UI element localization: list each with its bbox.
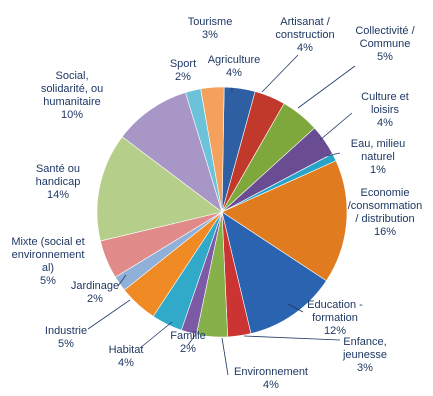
slice-name-line: Environnement xyxy=(234,366,308,378)
slice-name-line: Sport xyxy=(170,58,196,70)
slice-label-education-formation: Education -formation 12% xyxy=(307,299,363,337)
slice-label-culture-et-loisirs: Culture et loisirs 4% xyxy=(361,91,409,129)
leader-line-education-formation xyxy=(287,303,304,313)
slice-value-label: 2% xyxy=(180,343,196,355)
leader-line-famille xyxy=(187,333,197,346)
pie-slice-education-formation xyxy=(221,211,327,334)
slice-name-line: Mixte (social et xyxy=(11,236,84,248)
slice-label-collectivite-commune: Collectivité / Commune 5% xyxy=(355,25,415,63)
slice-name-line: Commune xyxy=(360,38,411,50)
slice-label-agriculture: Agriculture 4% xyxy=(208,54,261,79)
slice-name-line: Social, xyxy=(55,70,88,82)
slice-label-industrie: Industrie 5% xyxy=(45,325,87,350)
leader-line-eau-milieu-naturel xyxy=(325,152,341,157)
pie-slice-economie-consommation-distribution xyxy=(221,160,348,282)
slice-name-line: humanitaire xyxy=(43,96,100,108)
slice-value-label: 4% xyxy=(297,42,313,54)
slice-label-enfance-jeunesse: Enfance, jeunesse 3% xyxy=(342,336,387,374)
slice-name-line: Famille xyxy=(170,330,205,342)
slice-value-label: 2% xyxy=(175,71,191,83)
slice-name-line: Education - xyxy=(307,299,363,311)
slice-name-line: /consommation xyxy=(348,200,423,212)
slice-label-sante-ou-handicap: Santé ou handicap 14% xyxy=(36,163,81,201)
slice-name-line: formation xyxy=(312,312,358,324)
slice-label-environnement: Environnement 4% xyxy=(234,366,308,391)
slice-name-line: handicap xyxy=(36,176,81,188)
leader-line-enfance-jeunesse xyxy=(243,335,341,341)
slice-label-economie-consommation-distribution: Economie/consommation / distribution 16% xyxy=(348,187,423,238)
slice-label-artisanat-construction: Artisanat / construction 4% xyxy=(275,16,334,54)
slice-name-line: Eau, milieu xyxy=(351,138,405,150)
slice-label-tourisme: Tourisme 3% xyxy=(188,16,233,41)
pie-slice-tourisme xyxy=(200,86,225,213)
slice-name-line: Artisanat / xyxy=(280,16,330,28)
leader-line-artisanat-construction xyxy=(261,54,299,93)
slice-value-label: 5% xyxy=(40,275,56,287)
slice-value-label: 5% xyxy=(377,51,393,63)
slice-value-label: 5% xyxy=(58,338,74,350)
slice-value-label: 3% xyxy=(202,29,218,41)
slice-value-label: 2% xyxy=(87,293,103,305)
leader-line-culture-et-loisirs xyxy=(319,112,353,141)
slice-value-label: 12% xyxy=(324,325,346,337)
slice-value-label: 16% xyxy=(374,226,396,238)
slice-label-sport: Sport 2% xyxy=(170,58,196,83)
slice-name-line: / distribution xyxy=(355,213,414,225)
slice-name-line: environnement xyxy=(12,249,85,261)
slice-name-line: Enfance, xyxy=(343,336,386,348)
slice-name-line: jeunesse xyxy=(342,349,387,361)
slice-name-line: construction xyxy=(275,29,334,41)
slice-name-line: Jardinage xyxy=(71,280,119,292)
slice-label-mixte-social-et-environnemental: Mixte (social et environnement al) 5% xyxy=(11,236,84,287)
slice-name-line: Economie xyxy=(361,187,410,199)
slice-name-line: Industrie xyxy=(45,325,87,337)
slice-name-line: Habitat xyxy=(109,344,144,356)
leader-line-habitat xyxy=(139,321,173,349)
slice-value-label: 4% xyxy=(377,117,393,129)
slice-label-famille: Famille 2% xyxy=(170,330,205,355)
slice-label-jardinage: Jardinage 2% xyxy=(71,280,119,305)
slice-name-line: Culture et xyxy=(361,91,409,103)
slice-name-line: al) xyxy=(42,262,54,274)
slice-label-eau-milieu-naturel: Eau, milieu naturel 1% xyxy=(351,138,405,176)
slice-name-line: Santé ou xyxy=(36,163,80,175)
slice-name-line: Tourisme xyxy=(188,16,233,28)
slice-name-line: solidarité, ou xyxy=(41,83,103,95)
slice-name-line: loisirs xyxy=(371,104,400,116)
slice-label-social-solidarite-ou-humanitaire: Social, solidarité, ou humanitaire 10% xyxy=(41,70,103,121)
slice-name-line: Collectivité / xyxy=(355,25,415,37)
slice-value-label: 4% xyxy=(118,357,134,369)
slice-name-line: Agriculture xyxy=(208,54,261,66)
leader-line-environnement xyxy=(221,337,229,376)
slice-value-label: 1% xyxy=(370,164,386,176)
leader-line-jardinage xyxy=(117,274,127,287)
slice-label-habitat: Habitat 4% xyxy=(109,344,144,369)
slice-value-label: 3% xyxy=(357,362,373,374)
slice-value-label: 10% xyxy=(61,109,83,121)
slice-name-line: naturel xyxy=(361,151,395,163)
slice-value-label: 14% xyxy=(47,189,69,201)
leader-line-industrie xyxy=(87,299,131,330)
slice-value-label: 4% xyxy=(226,67,242,79)
pie-slice-social-solidarite-ou-humanitaire xyxy=(121,92,223,213)
pie-slice-sante-ou-handicap xyxy=(96,136,223,242)
slice-value-label: 4% xyxy=(263,379,279,391)
leader-line-collectivite-commune xyxy=(297,65,356,109)
